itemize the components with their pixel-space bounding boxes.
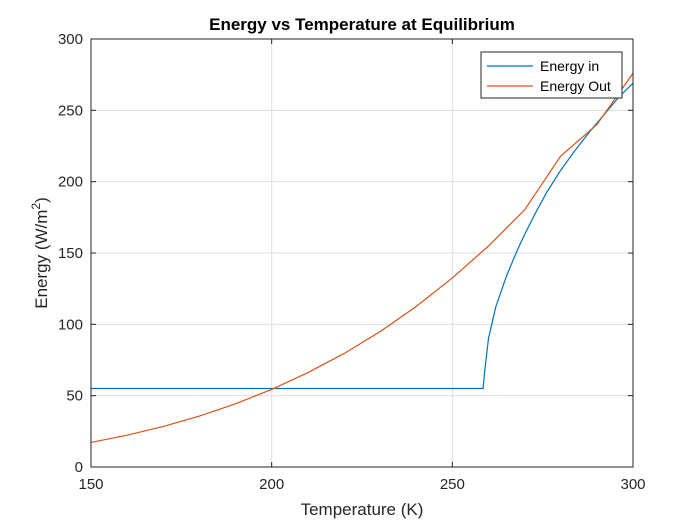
x-tick-label: 200 (259, 476, 284, 493)
y-axis-label-base: Energy (W/m (32, 210, 51, 309)
axis-ticks (90, 38, 634, 468)
x-tick-label: 150 (78, 476, 103, 493)
legend-label-energy-in: Energy in (540, 58, 599, 74)
legend-box (480, 51, 623, 99)
x-tick-label: 300 (620, 476, 645, 493)
chart-title: Energy vs Temperature at Equilibrium (209, 15, 515, 34)
series-lines (90, 72, 634, 444)
legend: Energy in Energy Out (480, 51, 623, 99)
series-line-energy-out (90, 72, 634, 444)
y-axis-label: Energy (W/m2) (29, 197, 51, 309)
y-tick-label: 300 (58, 31, 83, 48)
y-tick-label: 100 (58, 316, 83, 333)
grid-lines (91, 39, 633, 467)
x-axis-label: Temperature (K) (301, 500, 424, 519)
y-tick-label: 200 (58, 174, 83, 191)
y-tick-label: 150 (58, 245, 83, 262)
y-axis-label-superscript: 2 (29, 203, 43, 210)
y-tick-label: 0 (75, 459, 83, 476)
legend-label-energy-out: Energy Out (540, 78, 611, 94)
y-axis-label-close: ) (32, 197, 51, 203)
x-tick-label: 250 (440, 476, 465, 493)
y-tick-label: 250 (58, 102, 83, 119)
y-tick-label: 50 (66, 388, 83, 405)
